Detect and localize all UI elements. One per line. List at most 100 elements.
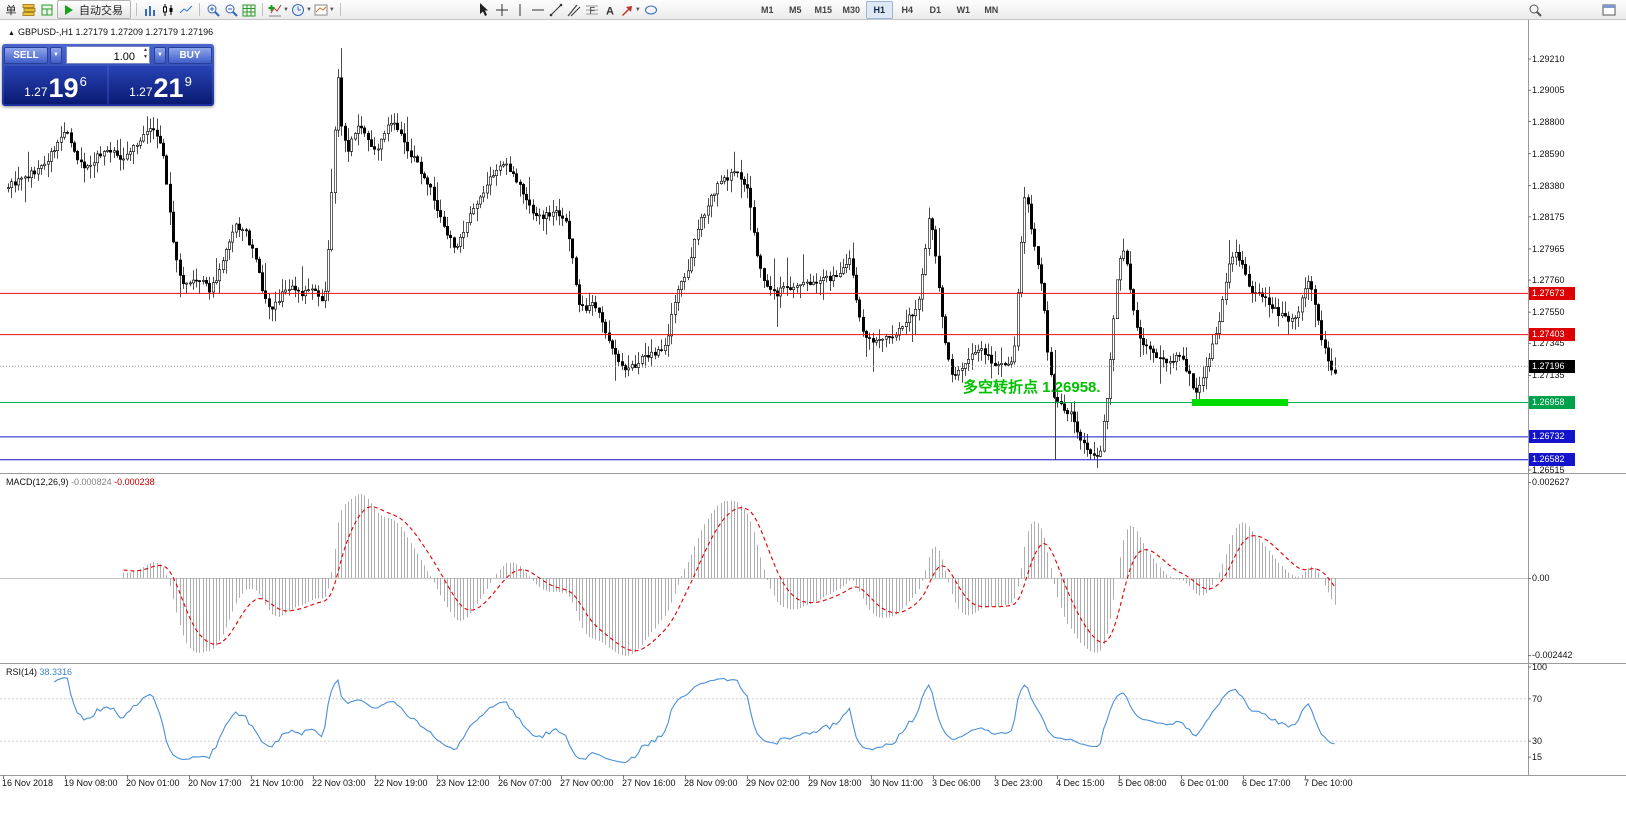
- price-tag-support-1: 1.26732: [1529, 430, 1575, 444]
- price-tag-resistance-1: 1.27673: [1529, 286, 1575, 300]
- price-axis-label: 1.29005: [1532, 85, 1565, 96]
- crosshair-icon[interactable]: [494, 2, 510, 18]
- timeframe-mn[interactable]: MN: [984, 4, 999, 15]
- text-tool-icon[interactable]: A: [602, 2, 618, 18]
- line-chart-icon[interactable]: [178, 2, 194, 18]
- search-icon[interactable]: [1527, 2, 1543, 18]
- price-axis-label: 1.27550: [1532, 307, 1565, 318]
- rsi-axis-label: 100: [1532, 662, 1548, 672]
- sell-price-big: 19: [48, 73, 79, 103]
- sell-dropdown[interactable]: [50, 46, 62, 64]
- price-axis-label: 1.27965: [1532, 243, 1565, 254]
- buy-price-prefix: 1.27: [129, 85, 153, 99]
- periods-icon[interactable]: ▼: [291, 2, 312, 18]
- time-axis-label: 4 Dec 15:00: [1056, 778, 1105, 788]
- timeframe-h4[interactable]: H4: [901, 4, 914, 15]
- sell-price-prefix: 1.27: [24, 85, 48, 99]
- time-axis-label: 22 Nov 03:00: [312, 778, 366, 788]
- macd-axis-label: -0.002442: [1532, 650, 1573, 660]
- time-axis-label: 27 Nov 16:00: [622, 778, 676, 788]
- horizontal-line-icon[interactable]: [530, 2, 546, 18]
- indicators-icon[interactable]: ▼: [268, 2, 289, 18]
- new-order-button[interactable]: 单: [5, 4, 17, 17]
- toolbar-left-group: 单自动交易 ▼ ▼ ▼ F A ▼: [3, 0, 659, 19]
- vertical-line-icon[interactable]: [512, 2, 528, 18]
- zoom-out-icon[interactable]: [223, 2, 239, 18]
- layers-icon[interactable]: [21, 2, 37, 18]
- one-click-trading-panel: SELL BUY 1.27 19 6 1.27 21 9: [2, 44, 214, 106]
- grid-icon[interactable]: [241, 2, 257, 18]
- sell-price-button[interactable]: 1.27 19 6: [4, 66, 107, 104]
- timeframe-w1[interactable]: W1: [956, 4, 971, 15]
- price-tag-support-2: 1.26582: [1529, 453, 1575, 467]
- svg-text:F: F: [589, 5, 595, 15]
- time-axis-label: 29 Nov 18:00: [808, 778, 862, 788]
- macd-value-1: -0.000824: [71, 477, 112, 487]
- toolbar-right-group: [1527, 2, 1617, 18]
- macd-axis-label: 0.00: [1532, 573, 1550, 583]
- volume-down-button[interactable]: [143, 54, 148, 61]
- price-axis-label: 1.28175: [1532, 211, 1565, 222]
- chart-title: GBPUSD-,H1 1.27179 1.27209 1.27179 1.271…: [8, 27, 213, 37]
- buy-dropdown[interactable]: [154, 46, 166, 64]
- time-axis-label: 16 Nov 2018: [2, 778, 54, 788]
- volume-input[interactable]: [67, 49, 149, 65]
- price-axis-label: 1.29210: [1532, 54, 1565, 64]
- rsi-value: 38.3316: [39, 667, 73, 677]
- bar-chart-icon[interactable]: [142, 2, 158, 18]
- fibonacci-icon[interactable]: F: [584, 2, 600, 18]
- sell-button[interactable]: SELL: [4, 46, 48, 64]
- macd-name: MACD(12,26,9): [6, 477, 69, 487]
- price-tag-resistance-2: 1.27403: [1529, 328, 1575, 342]
- rsi-name: RSI(14): [6, 667, 38, 677]
- timeframe-m5[interactable]: M5: [789, 4, 802, 15]
- timeframe-d1[interactable]: D1: [929, 4, 942, 15]
- timeframe-group: M1 M5 M15 M30 H1 H4 D1 W1 MN: [754, 0, 1005, 19]
- price-axis-label: 1.27760: [1532, 275, 1565, 286]
- timeframe-m30[interactable]: M30: [842, 4, 861, 15]
- time-axis-label: 22 Nov 19:00: [374, 778, 428, 788]
- timeframe-m1[interactable]: M1: [761, 4, 774, 15]
- buy-button[interactable]: BUY: [168, 46, 212, 64]
- trendline-icon[interactable]: [548, 2, 564, 18]
- time-axis-label: 19 Nov 08:00: [64, 778, 118, 788]
- autotrading-button[interactable]: 自动交易: [57, 0, 131, 19]
- macd-value-2: -0.000238: [114, 477, 155, 487]
- zoom-in-icon[interactable]: [205, 2, 221, 18]
- equidistant-channel-icon[interactable]: [566, 2, 582, 18]
- buy-price-big: 21: [153, 73, 184, 103]
- timeframe-m15[interactable]: M15: [814, 4, 833, 15]
- time-axis-label: 7 Dec 10:00: [1304, 778, 1353, 788]
- rsi-label: RSI(14) 38.3316: [6, 667, 72, 677]
- market-watch-icon[interactable]: [39, 2, 55, 18]
- price-tag-current-price: 1.27196: [1529, 359, 1575, 373]
- toolbar: 单自动交易 ▼ ▼ ▼ F A ▼ M1 M5 M15 M30 H1 H4 D1 W1 MN: [0, 0, 1626, 20]
- macd-label: MACD(12,26,9) -0.000824 -0.000238: [6, 477, 155, 487]
- price-tag-pivot: 1.26958: [1529, 395, 1575, 409]
- cursor-icon[interactable]: [476, 2, 492, 18]
- ohlc-text: GBPUSD-,H1 1.27179 1.27209 1.27179 1.271…: [17, 27, 214, 37]
- buy-price-pip: 9: [184, 74, 192, 89]
- sell-price-pip: 6: [79, 74, 87, 89]
- arrows-tool-icon[interactable]: ▼: [620, 2, 641, 18]
- time-axis-label: 3 Dec 23:00: [994, 778, 1043, 788]
- volume-up-button[interactable]: [143, 47, 148, 54]
- chart-marker-icon: [8, 27, 18, 37]
- svg-text:A: A: [606, 5, 614, 17]
- time-axis-label: 21 Nov 10:00: [250, 778, 304, 788]
- time-axis-label: 5 Dec 08:00: [1118, 778, 1167, 788]
- buy-price-button[interactable]: 1.27 21 9: [109, 66, 212, 104]
- shapes-tool-icon[interactable]: [643, 2, 659, 18]
- templates-icon[interactable]: ▼: [314, 2, 335, 18]
- price-axis-label: 1.28590: [1532, 148, 1565, 159]
- timeframe-h1[interactable]: H1: [865, 0, 893, 19]
- time-axis-label: 20 Nov 17:00: [188, 778, 242, 788]
- new-window-icon[interactable]: [1601, 2, 1617, 18]
- time-axis-label: 26 Nov 07:00: [498, 778, 552, 788]
- candlestick-chart-icon[interactable]: [160, 2, 176, 18]
- time-axis-label: 6 Dec 01:00: [1180, 778, 1229, 788]
- macd-axis-label: 0.002627: [1532, 477, 1570, 487]
- time-axis-label: 3 Dec 06:00: [932, 778, 981, 788]
- time-axis-label: 6 Dec 17:00: [1242, 778, 1291, 788]
